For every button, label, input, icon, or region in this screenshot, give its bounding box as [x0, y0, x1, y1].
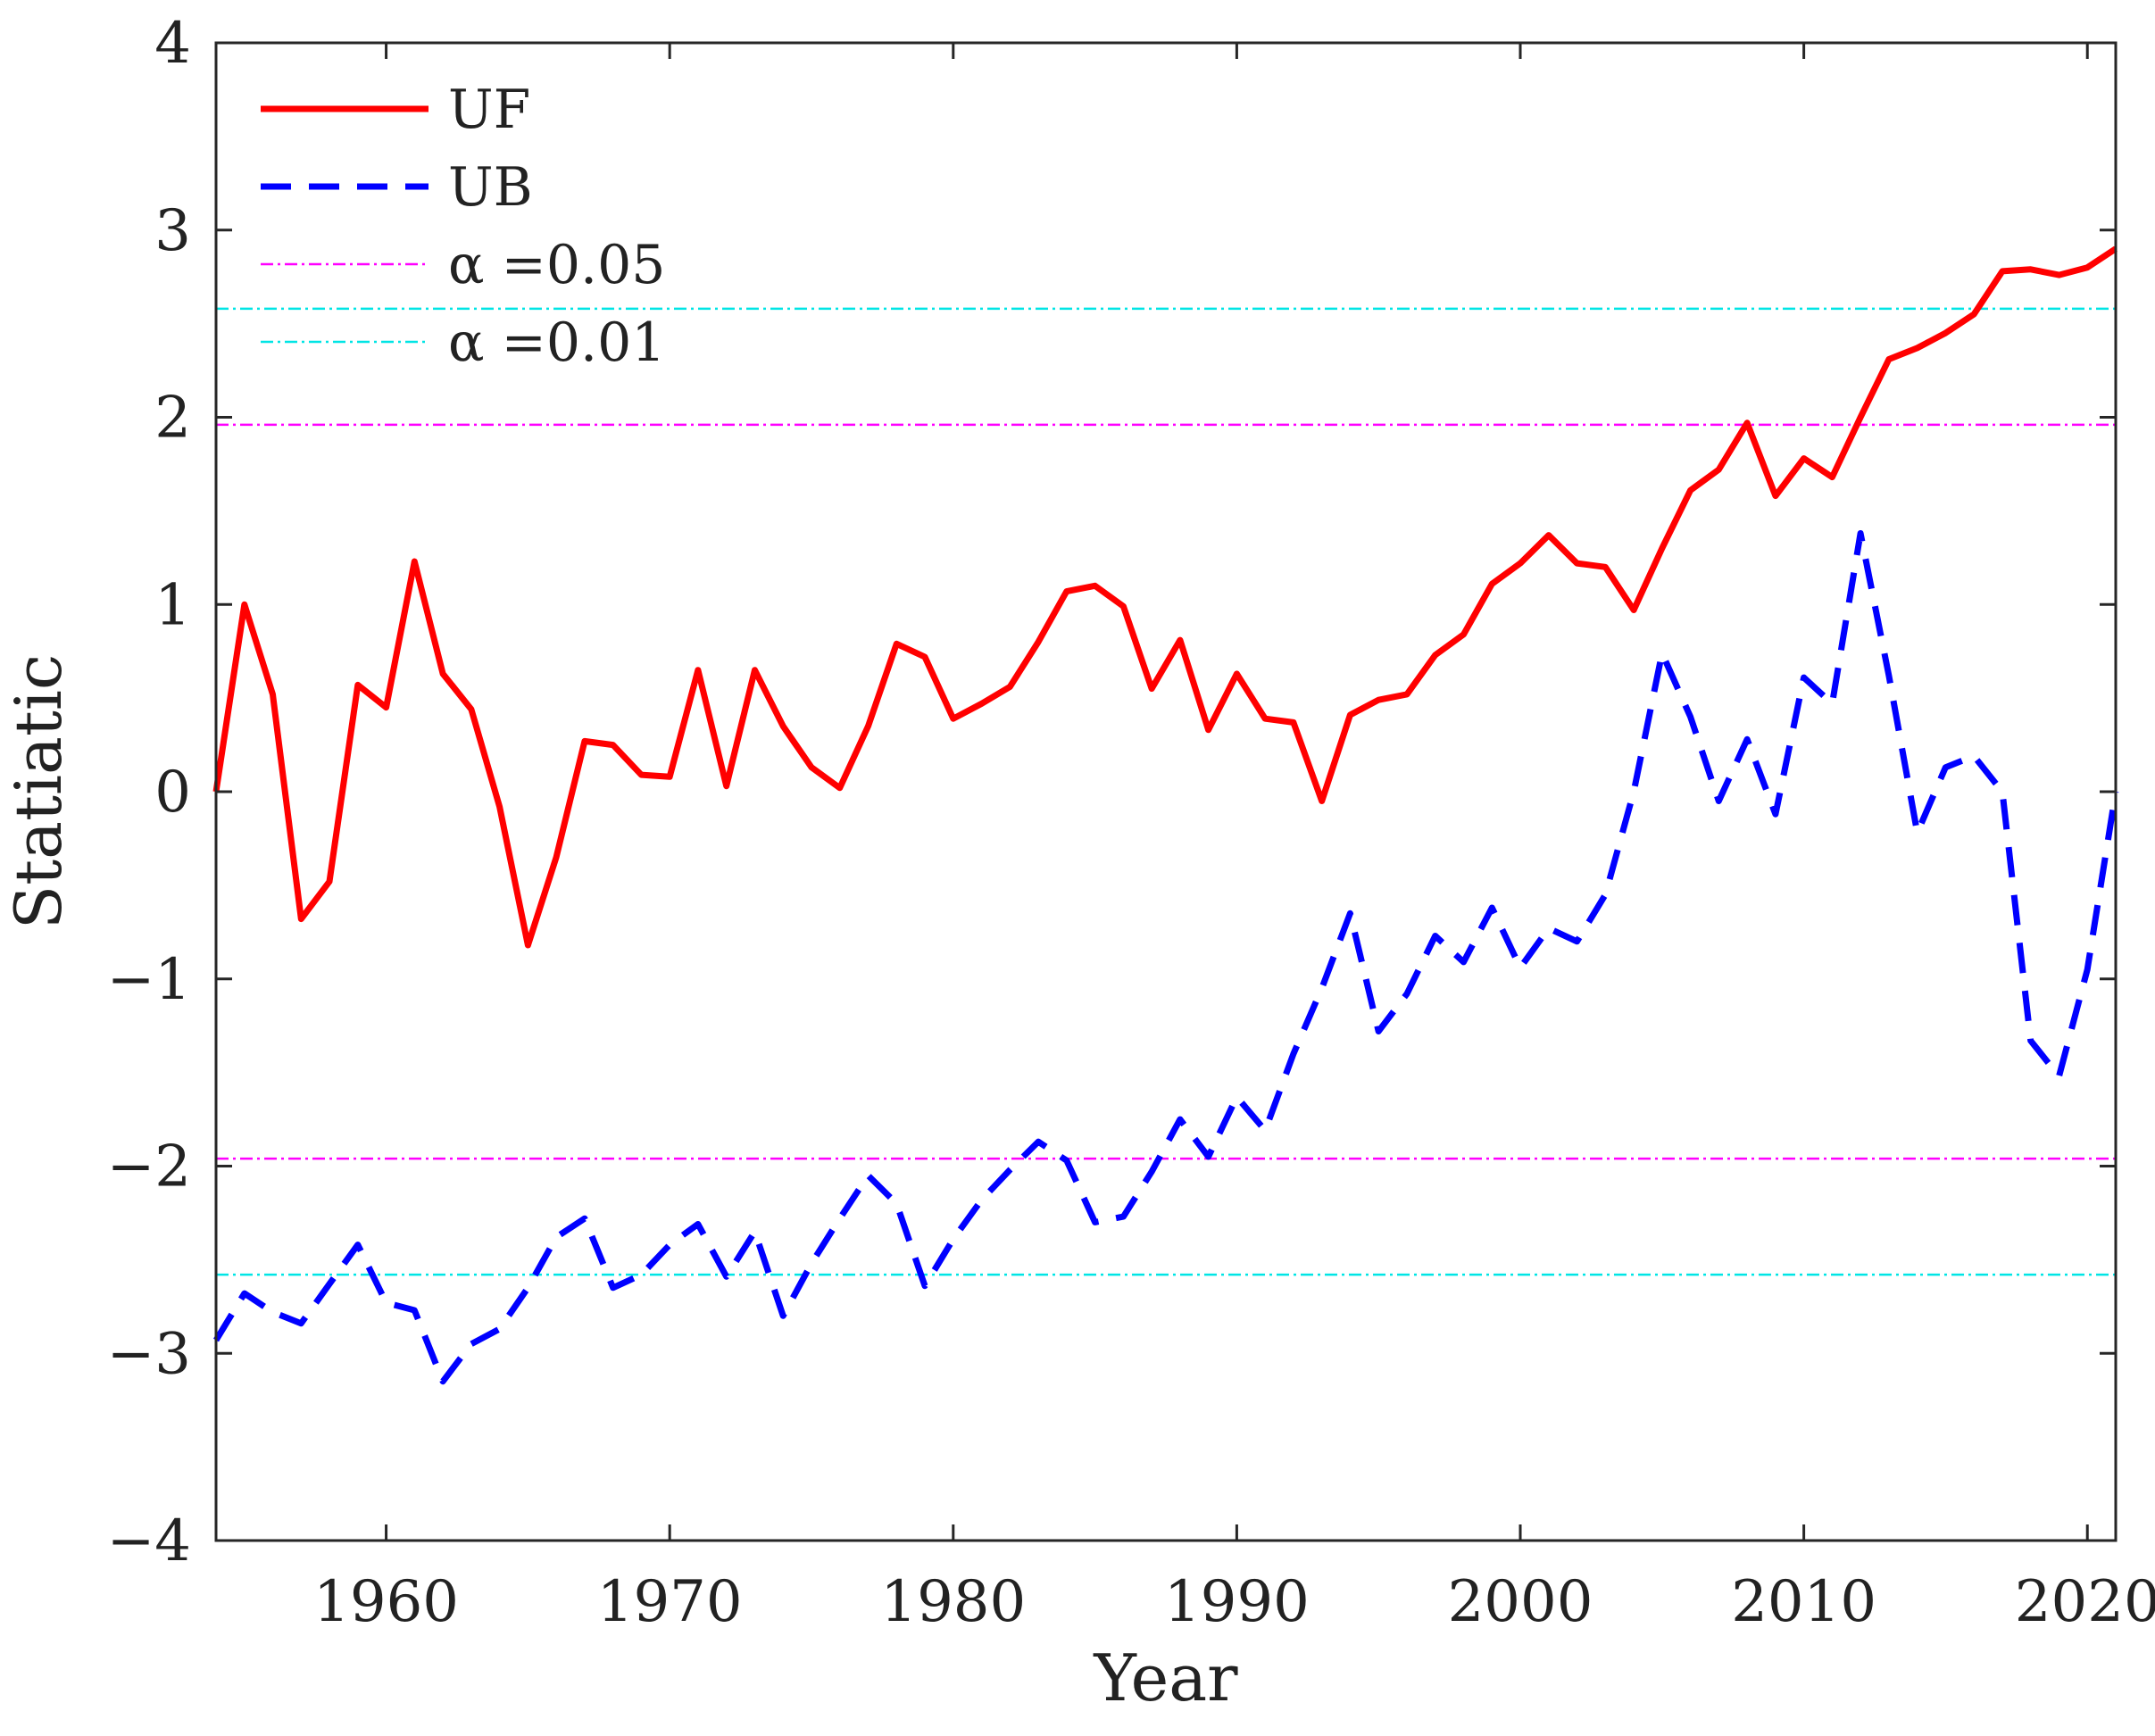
- x-tick-label: 2000: [1448, 1569, 1593, 1635]
- x-tick-label: 1980: [880, 1569, 1026, 1635]
- y-tick-label: 4: [154, 11, 191, 77]
- x-tick-label: 1960: [313, 1569, 459, 1635]
- y-tick-label: −2: [107, 1134, 191, 1200]
- y-tick-label: −1: [107, 947, 191, 1013]
- legend-label-alpha-001: α =0.01: [448, 311, 665, 374]
- y-tick-label: −3: [107, 1321, 191, 1387]
- y-tick-label: −4: [107, 1508, 191, 1574]
- legend: UF UB α =0.05 α =0.01: [261, 79, 665, 374]
- y-tick-label: 0: [154, 760, 191, 826]
- y-axis: −4 −3 −2 −1 0 1 2 3 4: [107, 11, 2116, 1574]
- x-tick-label: 2020: [2015, 1569, 2155, 1635]
- series-line-uf: [212, 245, 2118, 949]
- legend-label-alpha-005: α =0.05: [448, 234, 665, 296]
- x-tick-label: 1970: [597, 1569, 743, 1635]
- x-axis: 1960 1970 1980 1990 2000 2010 2020: [313, 43, 2155, 1635]
- series-lines: [212, 245, 2119, 1385]
- series-line-ub: [213, 530, 2119, 1385]
- y-axis-title: Statiatic: [1, 654, 76, 929]
- legend-label-uf: UF: [448, 79, 530, 141]
- reference-lines: [216, 307, 2116, 1276]
- y-tick-label: 3: [154, 198, 191, 264]
- y-tick-label: 2: [154, 386, 191, 452]
- x-tick-label: 1990: [1164, 1569, 1310, 1635]
- x-tick-label: 2010: [1731, 1569, 1876, 1635]
- legend-label-ub: UB: [448, 156, 533, 219]
- y-tick-label: 1: [154, 572, 191, 638]
- x-axis-title: Year: [1093, 1640, 1238, 1715]
